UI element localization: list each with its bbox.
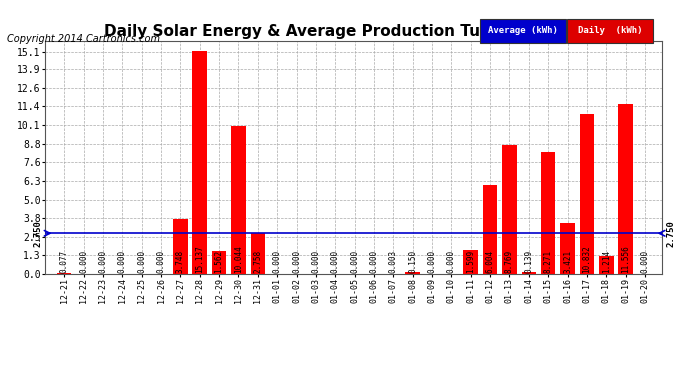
Text: 1.562: 1.562 <box>215 251 224 273</box>
Text: 0.000: 0.000 <box>640 251 649 273</box>
Bar <box>580 114 594 274</box>
Text: 0.000: 0.000 <box>428 251 437 273</box>
Bar <box>193 51 207 274</box>
Text: 11.556: 11.556 <box>621 246 630 273</box>
Text: 3.748: 3.748 <box>176 251 185 273</box>
Text: 0.077: 0.077 <box>60 251 69 273</box>
Bar <box>250 233 265 274</box>
Text: 0.000: 0.000 <box>137 251 146 273</box>
Text: 6.004: 6.004 <box>486 251 495 273</box>
Bar <box>560 224 575 274</box>
Text: 0.003: 0.003 <box>388 251 398 273</box>
Text: 0.000: 0.000 <box>369 251 378 273</box>
Bar <box>522 272 536 274</box>
Text: 0.000: 0.000 <box>99 251 108 273</box>
Text: 0.000: 0.000 <box>273 251 282 273</box>
Bar <box>173 219 188 274</box>
Text: 1.599: 1.599 <box>466 251 475 273</box>
Text: 0.000: 0.000 <box>79 251 88 273</box>
Bar <box>464 250 478 274</box>
Text: 15.137: 15.137 <box>195 246 204 273</box>
Text: Average (kWh): Average (kWh) <box>488 26 558 36</box>
Text: 0.000: 0.000 <box>157 251 166 273</box>
Text: 0.150: 0.150 <box>408 251 417 273</box>
Text: 0.000: 0.000 <box>118 251 127 273</box>
Text: 8.769: 8.769 <box>505 251 514 273</box>
Text: 0.000: 0.000 <box>331 251 339 273</box>
Bar <box>231 126 246 274</box>
Bar <box>57 273 72 274</box>
Bar <box>599 256 613 274</box>
Bar <box>483 185 497 274</box>
Text: 2.758: 2.758 <box>253 251 262 273</box>
Bar <box>502 145 517 274</box>
Text: 3.421: 3.421 <box>563 251 572 273</box>
Text: Copyright 2014 Cartronics.com: Copyright 2014 Cartronics.com <box>7 34 160 44</box>
Text: 2.750: 2.750 <box>667 220 676 247</box>
Text: 1.214: 1.214 <box>602 251 611 273</box>
Text: 0.000: 0.000 <box>350 251 359 273</box>
Text: 0.000: 0.000 <box>447 251 456 273</box>
Bar <box>406 272 420 274</box>
Text: 0.000: 0.000 <box>311 251 320 273</box>
Text: 2.750: 2.750 <box>34 220 43 247</box>
Text: 10.044: 10.044 <box>234 246 243 273</box>
Bar <box>618 104 633 274</box>
Bar <box>541 152 555 274</box>
Text: 0.139: 0.139 <box>524 251 533 273</box>
Text: 10.832: 10.832 <box>582 246 591 273</box>
Text: 0.000: 0.000 <box>292 251 301 273</box>
Text: 8.271: 8.271 <box>544 251 553 273</box>
Bar <box>212 251 226 274</box>
Title: Daily Solar Energy & Average Production Tue Jan 21 07:41: Daily Solar Energy & Average Production … <box>104 24 603 39</box>
Text: Daily  (kWh): Daily (kWh) <box>578 26 642 36</box>
